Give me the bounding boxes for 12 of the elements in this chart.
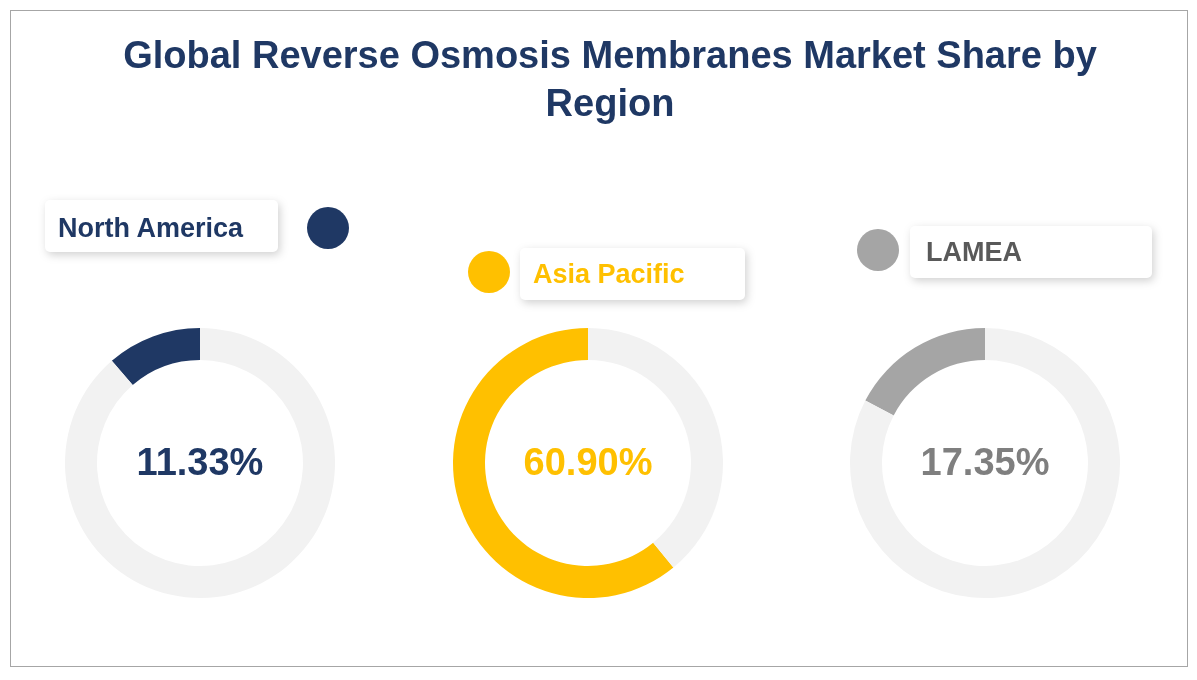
- data-label: 17.35%: [920, 441, 1050, 483]
- donut-slice: [453, 328, 674, 598]
- legend-label: Asia Pacific: [533, 259, 685, 289]
- donut-slice: [111, 328, 200, 386]
- donut-slice: [850, 328, 1120, 598]
- text: Global Reverse Osmosis Membranes Market Share by Region: [123, 34, 1097, 124]
- data-label: 60.90%: [523, 441, 653, 483]
- data-label: 11.33%: [136, 441, 264, 483]
- donut-slice: [865, 328, 985, 416]
- legend-label: North America: [58, 213, 245, 243]
- legend-label: LAMEA: [926, 237, 1022, 267]
- donut-slice: [65, 328, 335, 598]
